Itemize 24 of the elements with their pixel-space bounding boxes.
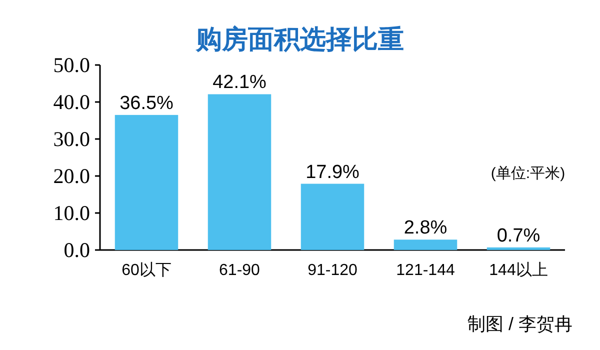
y-tick-label: 40.0 [53,90,90,114]
bar [208,94,272,250]
text: 制图 / 李贺冉 [467,314,573,334]
data-label: 42.1% [212,72,267,94]
data-label: 0.7% [496,225,540,246]
annotation: (单位:平米) [490,165,566,182]
chart-title: 购房面积选择比重 [195,24,404,54]
x-tick-label: 91-120 [308,262,358,279]
x-tick-label: 121-144 [396,262,455,279]
x-tick-label: 144以上 [489,261,548,279]
y-tick-label: 10.0 [53,201,90,225]
bar [486,247,550,250]
data-label: 36.5% [120,92,174,114]
y-tick-label: 20.0 [53,164,90,188]
y-tick-label: 50.0 [53,53,90,77]
x-tick-label: 60以下 [122,261,172,279]
y-tick-label: 30.0 [53,127,90,151]
bar [300,184,364,250]
bar [114,114,178,250]
y-tick-label: 0.0 [64,238,90,262]
data-label: 17.9% [306,162,360,183]
x-tick-label: 61-90 [219,262,260,279]
data-label: 2.8% [404,218,448,239]
bar [394,240,458,250]
